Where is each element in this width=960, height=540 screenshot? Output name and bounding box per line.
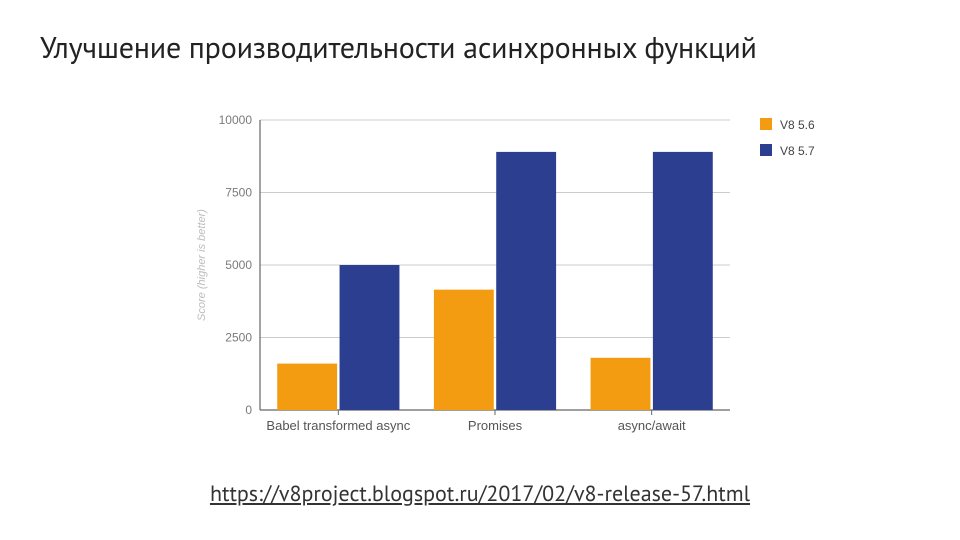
source-link-text: https://v8project.blogspot.ru/2017/02/v8…: [210, 480, 750, 508]
svg-text:Score (higher is better): Score (higher is better): [196, 209, 208, 321]
slide-title: Улучшение производительности асинхронных…: [40, 28, 757, 67]
svg-text:2500: 2500: [225, 331, 252, 345]
svg-text:V8 5.7: V8 5.7: [780, 144, 815, 158]
svg-text:10000: 10000: [219, 113, 253, 127]
svg-text:Babel transformed async: Babel transformed async: [266, 418, 410, 433]
slide: Улучшение производительности асинхронных…: [0, 0, 960, 540]
svg-text:7500: 7500: [225, 186, 252, 200]
source-link[interactable]: https://v8project.blogspot.ru/2017/02/v8…: [0, 480, 960, 508]
svg-text:Promises: Promises: [468, 418, 523, 433]
svg-text:V8 5.6: V8 5.6: [780, 118, 815, 132]
svg-text:5000: 5000: [225, 258, 252, 272]
svg-text:async/await: async/await: [618, 418, 686, 433]
performance-chart: 0 2500 5000 7500 10000 Score (higher is bette…: [180, 110, 900, 450]
svg-text:0: 0: [245, 403, 252, 417]
chart-svg: 0 2500 5000 7500 10000 Score (higher is bette…: [180, 110, 900, 450]
